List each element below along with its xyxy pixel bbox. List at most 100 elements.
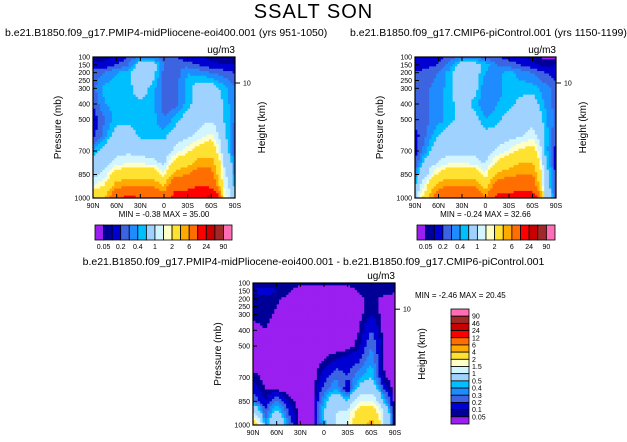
contour-cell — [492, 59, 496, 63]
contour-cell — [225, 186, 229, 189]
contour-cell — [227, 183, 231, 187]
contour-cell — [123, 61, 127, 65]
contour-cell — [114, 108, 118, 112]
contour-cell — [227, 132, 231, 135]
min-max-label: MIN = -0.38 MAX = 35.00 — [119, 210, 210, 219]
contour-cell — [137, 101, 141, 105]
contour-cell — [182, 193, 186, 197]
contour-cell — [211, 165, 215, 168]
contour-cell — [107, 59, 110, 63]
contour-cell — [100, 111, 103, 114]
contour-cell — [230, 167, 234, 171]
contour-cell — [431, 71, 435, 74]
contour-cell — [452, 82, 456, 86]
contour-cell — [206, 115, 210, 119]
contour-cell — [518, 87, 522, 91]
contour-cell — [178, 92, 181, 95]
contour-cell — [492, 73, 496, 77]
contour-cell — [100, 122, 103, 126]
contour-cell — [523, 101, 526, 105]
contour-cell — [227, 151, 231, 154]
contour-cell — [424, 78, 428, 81]
contour-cell — [102, 80, 106, 84]
contour-cell — [156, 193, 160, 197]
contour-cell — [178, 183, 181, 187]
contour-cell — [501, 80, 505, 84]
contour-cell — [123, 78, 127, 81]
contour-cell — [109, 64, 113, 67]
contour-cell — [145, 57, 148, 60]
contour-cell — [100, 85, 103, 88]
contour-cell — [462, 82, 465, 86]
contour-cell — [116, 61, 120, 65]
contour-cell — [119, 85, 122, 88]
contour-cell — [159, 89, 163, 93]
contour-cell — [102, 136, 106, 140]
contour-cell — [121, 162, 125, 166]
contour-cell — [494, 59, 498, 63]
contour-cell — [109, 125, 113, 128]
contour-cell — [187, 80, 191, 84]
contour-cell — [494, 99, 498, 103]
contour-cell — [119, 143, 122, 147]
contour-cell — [220, 99, 224, 103]
contour-cell — [211, 115, 215, 119]
contour-cell — [126, 80, 129, 84]
contour-cell — [485, 94, 489, 98]
y-tick-label: 200 — [78, 70, 90, 77]
contour-cell — [182, 101, 186, 105]
contour-cell — [130, 186, 134, 189]
contour-cell — [164, 57, 167, 60]
contour-cell — [178, 106, 181, 110]
contour-cell — [95, 167, 99, 171]
contour-cell — [111, 87, 115, 91]
contour-cell — [187, 92, 191, 95]
contour-cell — [223, 89, 226, 93]
contour-cell — [490, 85, 493, 88]
contour-cell — [187, 151, 191, 154]
contour-cell — [116, 78, 120, 81]
contour-cell — [548, 85, 552, 88]
contour-cell — [527, 104, 531, 107]
contour-cell — [476, 80, 479, 84]
contour-cell — [541, 66, 545, 70]
contour-cell — [116, 106, 120, 110]
contour-cell — [126, 146, 129, 150]
contour-cell — [109, 176, 113, 180]
contour-cell — [225, 188, 229, 192]
contour-cell — [114, 99, 118, 103]
contour-cell — [527, 59, 531, 63]
contour-cell — [525, 75, 529, 79]
contour-cell — [152, 82, 155, 86]
contour-cell — [97, 195, 101, 199]
contour-cell — [466, 57, 470, 60]
contour-cell — [216, 148, 219, 152]
contour-cell — [192, 78, 196, 81]
contour-cell — [109, 151, 113, 154]
contour-cell — [97, 64, 101, 67]
contour-cell — [109, 169, 113, 173]
contour-cell — [97, 71, 101, 74]
contour-cell — [121, 190, 125, 194]
contour-cell — [199, 92, 203, 95]
contour-cell — [223, 132, 226, 135]
contour-cell — [102, 101, 106, 105]
contour-cell — [537, 101, 540, 105]
contour-cell — [111, 64, 115, 67]
contour-cell — [123, 73, 127, 77]
contour-cell — [109, 78, 113, 81]
contour-cell — [216, 118, 219, 121]
contour-cell — [223, 146, 226, 150]
contour-cell — [178, 125, 181, 128]
contour-cell — [142, 129, 146, 133]
colorbar-box — [180, 224, 190, 241]
contour-cell — [211, 87, 215, 91]
contour-cell — [97, 104, 101, 107]
contour-cell — [459, 61, 463, 65]
contour-cell — [227, 96, 231, 100]
contour-cell — [211, 132, 215, 135]
contour-cell — [487, 89, 491, 93]
contour-cell — [140, 73, 144, 77]
contour-cell — [154, 155, 158, 159]
contour-cell — [546, 92, 550, 95]
